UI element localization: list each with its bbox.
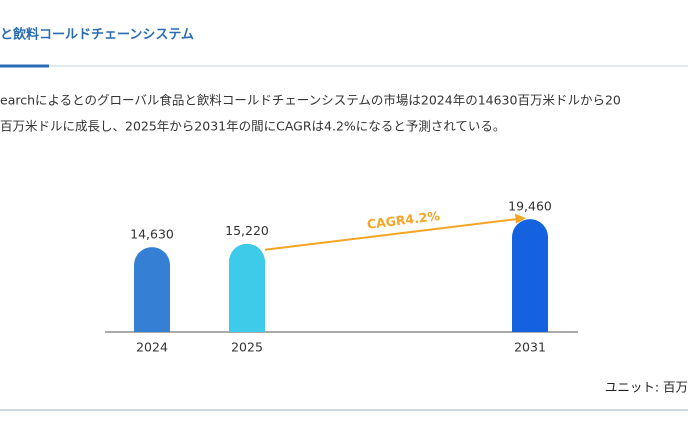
- bar: [512, 219, 548, 332]
- cagr-arrowhead: [515, 213, 526, 224]
- value-label: 15,220: [225, 223, 269, 238]
- cagr-label: CAGR4.2%: [366, 208, 441, 232]
- paragraph-line: earchによるとのグローバル食品と飲料コールドチェーンシステムの市場は2024…: [0, 93, 621, 108]
- unit-note: ユニット: 百万: [605, 380, 688, 395]
- value-label: 14,630: [130, 227, 174, 242]
- x-tick-label: 2025: [231, 340, 263, 355]
- cagr-arrow: [264, 217, 519, 251]
- title-accent: [0, 64, 49, 68]
- section-title: と飲料コールドチェーンシステム: [0, 27, 194, 43]
- bar: [229, 243, 265, 332]
- x-tick-label: 2024: [136, 340, 168, 355]
- x-tick-label: 2031: [514, 340, 546, 355]
- value-label: 19,460: [508, 199, 552, 214]
- paragraph-line: 百万米ドルに成長し、2025年から2031年の間にCAGRは4.2%になると予測…: [0, 119, 505, 134]
- bar: [134, 247, 170, 332]
